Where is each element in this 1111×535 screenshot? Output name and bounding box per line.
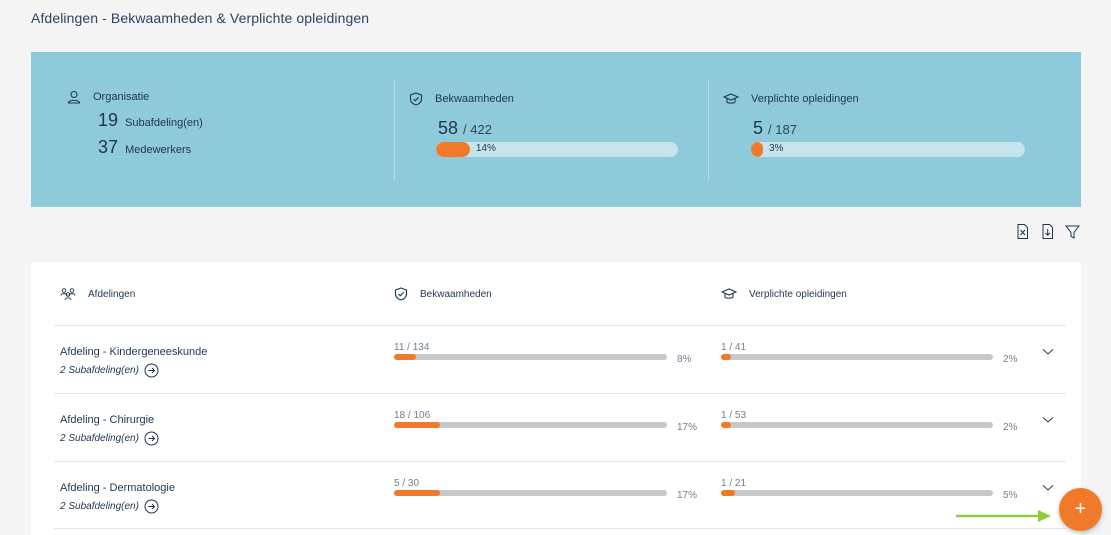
row-competencies: 18 / 106 17% [394,410,697,433]
subdepartments-link-label: 2 Subafdeling(en) [60,365,139,376]
arrow-right-circle-icon[interactable] [144,363,159,378]
subdepartments-link[interactable]: 2 Subafdeling(en) [60,431,159,446]
chevron-down-icon[interactable] [1042,484,1054,492]
header-departments-label: Afdelingen [88,288,136,300]
row-competencies-percent: 17% [677,422,698,433]
competencies-total: / 422 [463,122,492,137]
team-icon [60,288,76,301]
department-name[interactable]: Afdeling - Chirurgie [60,414,155,426]
green-arrow-icon [956,510,1051,522]
header-trainings: Verplichte opleidingen [721,287,847,301]
departments-table: Afdelingen Bekwaamheden Verplichte oplei… [31,262,1081,535]
add-button[interactable]: + [1059,488,1102,531]
row-competencies-track [394,354,667,360]
row-competencies-count: 11 / 134 [394,342,430,353]
row-trainings-track [721,490,993,496]
page-title: Afdelingen - Bekwaamheden & Verplichte o… [31,10,370,26]
row-competencies-track [394,490,667,496]
department-name[interactable]: Afdeling - Dermatologie [60,482,175,494]
user-icon [67,90,81,104]
chevron-down-icon[interactable] [1042,416,1054,424]
row-trainings-percent: 5% [1003,490,1018,501]
row-trainings-percent: 2% [1003,354,1018,365]
employees-count-line: 37 Medewerkers [98,137,191,158]
trainings-done: 5 [753,118,764,138]
subdepartments-link[interactable]: 2 Subafdeling(en) [60,363,159,378]
row-competencies-fill [394,422,441,428]
trainings-progress-bar: 3% [751,142,1025,157]
summary-panel: Organisatie 19 Subafdeling(en) 37 Medewe… [31,52,1081,207]
row-trainings-percent: 2% [1003,422,1018,433]
summary-trainings-label: Verplichte opleidingen [751,93,859,105]
row-trainings-fill [721,422,731,428]
filter-icon[interactable] [1064,223,1081,240]
table-row[interactable]: Afdeling - Kindergeneeskunde 2 Subafdeli… [54,325,1066,393]
row-trainings: 1 / 53 2% [721,410,1017,433]
shield-check-icon [409,92,423,106]
row-trainings-count: 1 / 41 [721,342,747,353]
row-trainings-count: 1 / 21 [721,478,747,489]
competencies-count: 58 / 422 [438,118,492,139]
summary-competencies: Bekwaamheden 58 / 422 14% [394,80,708,180]
row-competencies-fill [394,354,416,360]
row-competencies-percent: 8% [677,354,692,365]
subdepartments-link-label: 2 Subafdeling(en) [60,433,139,444]
row-trainings: 1 / 41 2% [721,342,1017,365]
row-competencies-percent: 17% [677,490,698,501]
row-competencies-count: 18 / 106 [394,410,431,421]
subdepartments-count-line: 19 Subafdeling(en) [98,110,203,131]
row-trainings-fill [721,490,735,496]
subdepartments-link[interactable]: 2 Subafdeling(en) [60,499,159,514]
row-trainings-track [721,422,993,428]
competencies-progress-bar: 14% [436,142,678,157]
row-competencies-count: 5 / 30 [394,478,420,489]
summary-organisation: Organisatie 19 Subafdeling(en) 37 Medewe… [31,52,394,207]
table-toolbar [1014,223,1081,240]
row-competencies: 5 / 30 17% [394,478,697,501]
header-competencies: Bekwaamheden [394,287,492,301]
arrow-right-circle-icon[interactable] [144,431,159,446]
row-trainings-fill [721,354,731,360]
summary-competencies-label: Bekwaamheden [435,93,514,105]
trainings-percent: 3% [769,143,784,154]
table-row[interactable]: Afdeling - Chirurgie 2 Subafdeling(en) 1… [54,393,1066,461]
download-icon[interactable] [1039,223,1056,240]
row-competencies: 11 / 134 8% [394,342,691,365]
table-row[interactable]: Afdeling - Dermatologie 2 Subafdeling(en… [54,461,1066,529]
employees-label: Medewerkers [125,144,192,156]
row-trainings: 1 / 21 5% [721,478,1017,501]
competencies-done: 58 [438,118,459,138]
subdepartments-label: Subafdeling(en) [125,117,203,129]
employees-count: 37 [98,137,119,157]
department-name[interactable]: Afdeling - Kindergeneeskunde [60,346,208,358]
row-trainings-track [721,354,993,360]
arrow-right-circle-icon[interactable] [144,499,159,514]
header-departments: Afdelingen [60,287,135,301]
chevron-down-icon[interactable] [1042,348,1054,356]
graduation-cap-icon [721,288,737,299]
summary-organisation-label: Organisatie [93,91,150,103]
subdepartments-count: 19 [98,110,119,130]
header-competencies-label: Bekwaamheden [420,288,492,300]
header-trainings-label: Verplichte opleidingen [749,288,847,300]
graduation-cap-icon [723,93,739,104]
shield-check-icon [394,287,408,301]
trainings-progress-fill [751,142,763,157]
trainings-total: / 187 [768,122,797,137]
trainings-count: 5 / 187 [753,118,797,139]
subdepartments-link-label: 2 Subafdeling(en) [60,501,139,512]
competencies-percent: 14% [475,143,496,154]
row-trainings-count: 1 / 53 [721,410,747,421]
competencies-progress-fill [436,142,470,157]
excel-export-icon[interactable] [1014,223,1031,240]
summary-trainings: Verplichte opleidingen 5 / 187 3% [708,80,1081,180]
row-competencies-fill [394,490,441,496]
row-competencies-track [394,422,667,428]
